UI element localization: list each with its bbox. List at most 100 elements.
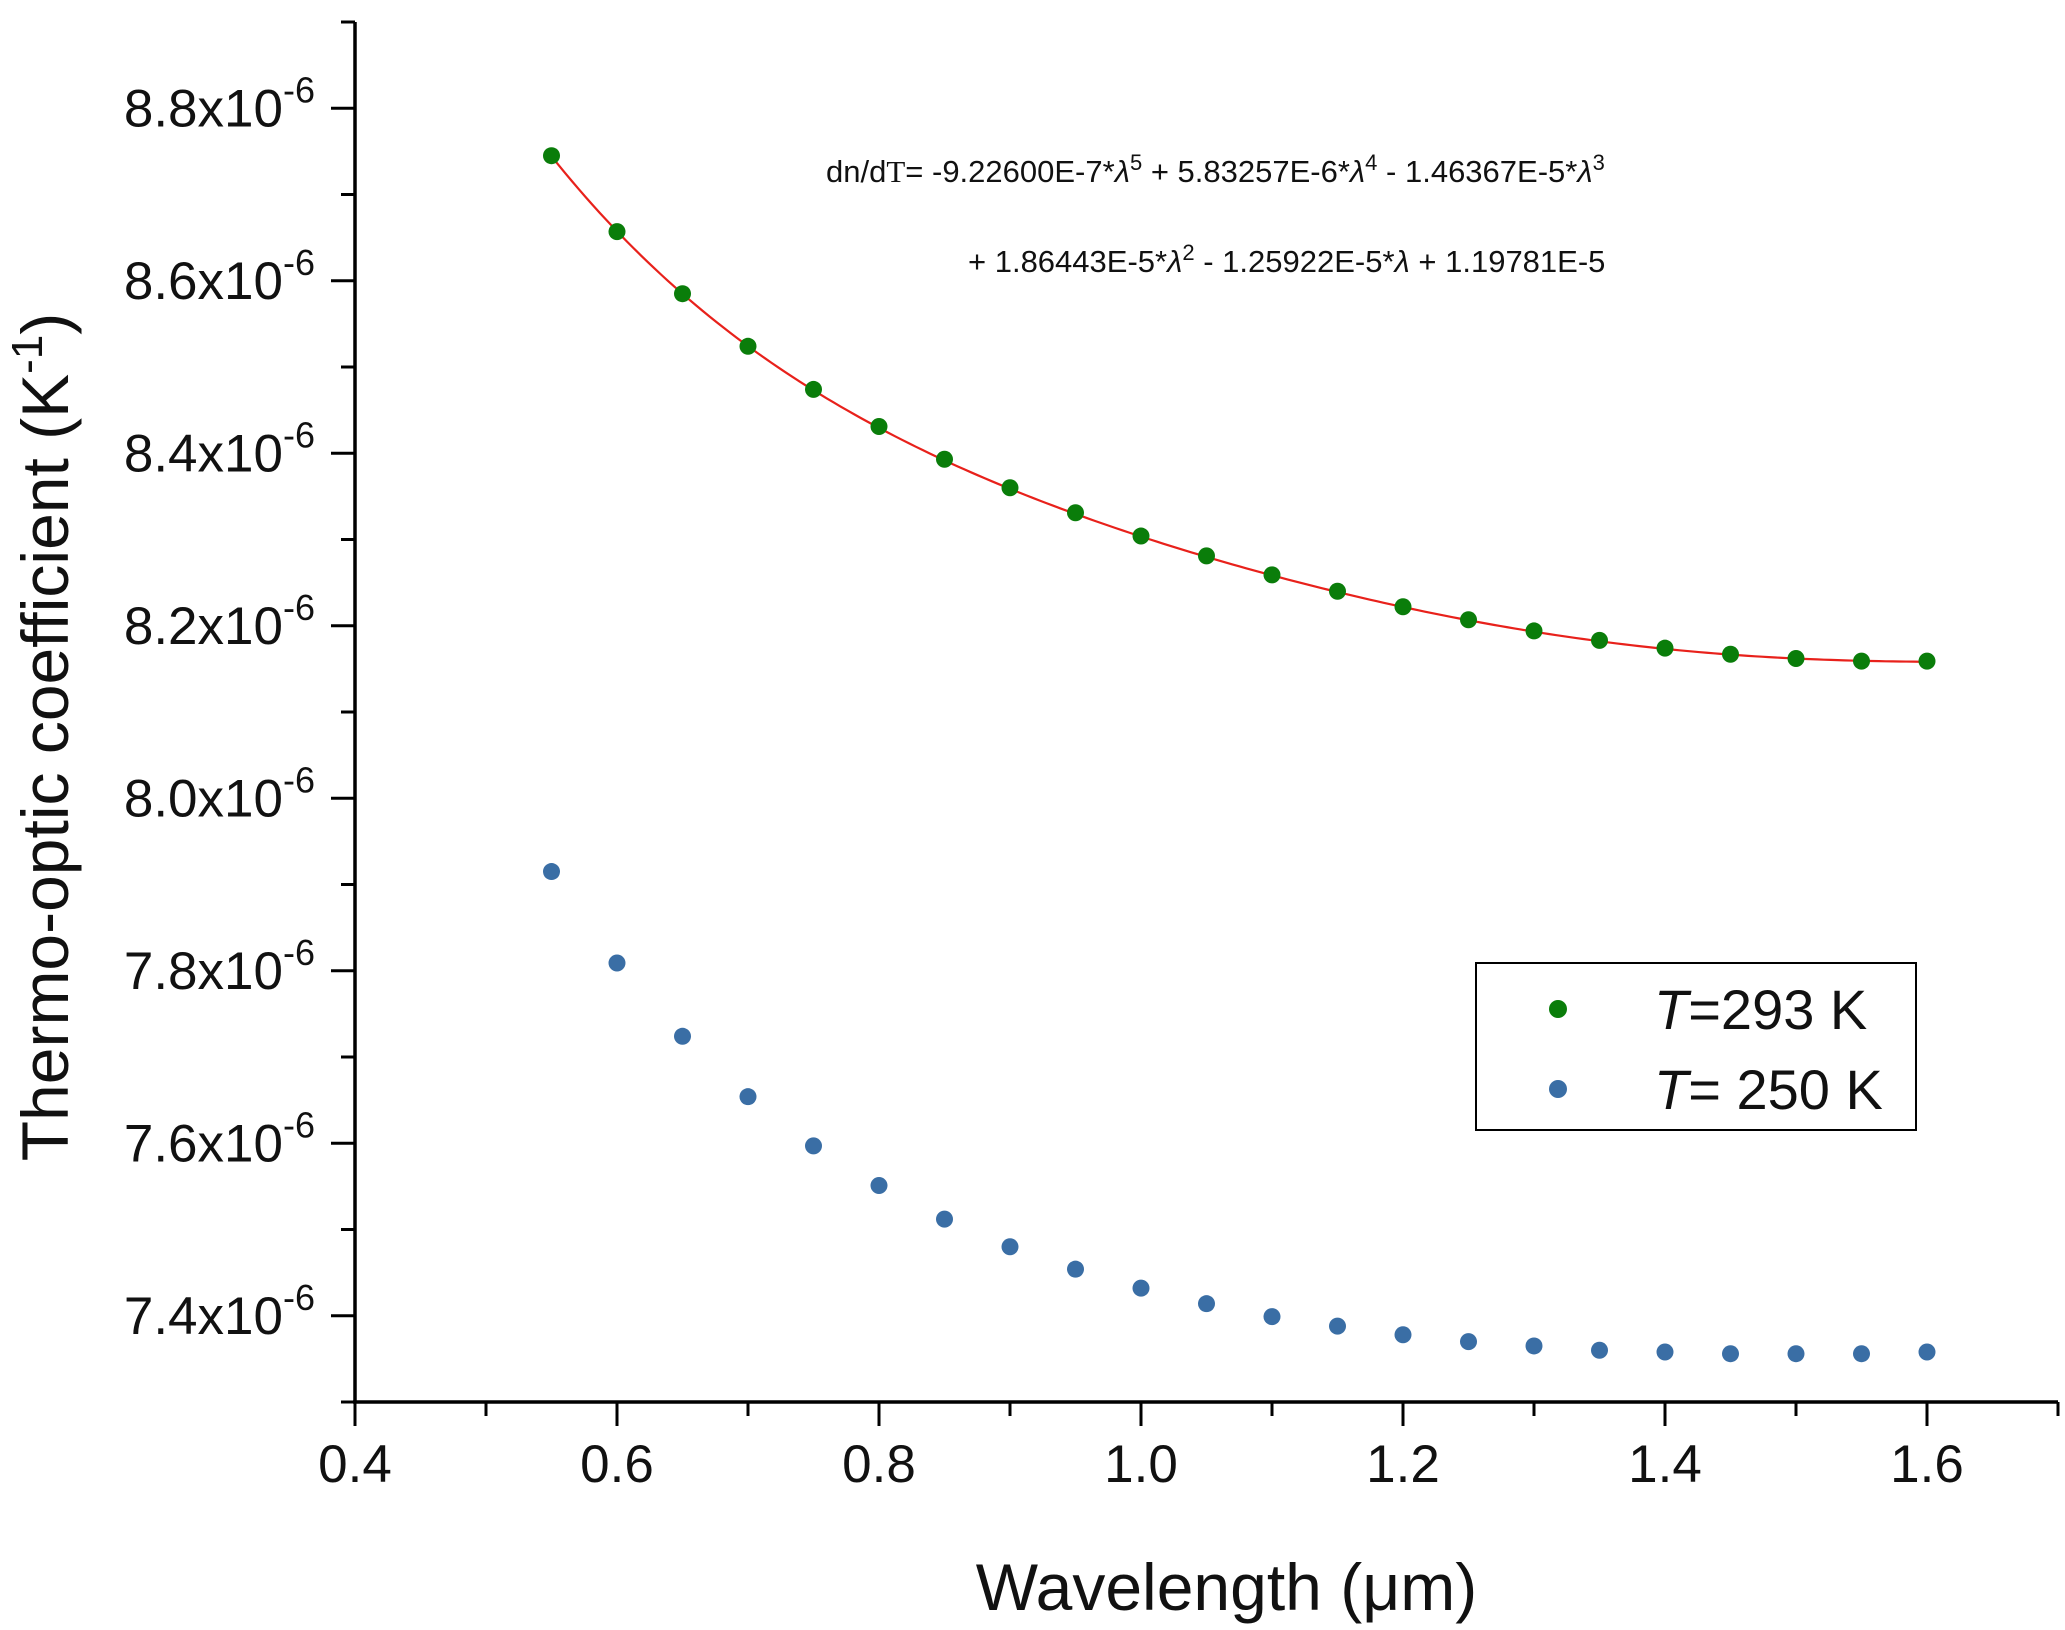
x-axis-title: Wavelength (μm): [976, 1550, 1477, 1624]
data-point-series-2: [674, 1027, 691, 1045]
y-tick-mantissa: 7.6x10: [124, 1114, 283, 1173]
y-tick-label: 8.8x10-6: [124, 69, 315, 138]
fit-equation-line-2: + 1.86443E-5*λ2 - 1.25922E-5*λ + 1.19781…: [968, 240, 1605, 279]
legend-label-series-1: T=293 K: [1654, 978, 1867, 1041]
y-tick-exponent: -6: [283, 69, 315, 110]
data-point-series-2: [739, 1088, 757, 1106]
data-point-series-2: [543, 863, 560, 881]
data-point-series-1: [1132, 527, 1150, 545]
legend-marker-series-1: [1549, 1000, 1567, 1018]
y-tick-mantissa: 8.0x10: [124, 769, 283, 828]
equation-exponent: 3: [1593, 150, 1605, 175]
data-point-series-1: [1525, 622, 1543, 640]
legend-italic-t: T: [1654, 978, 1692, 1041]
y-tick-exponent: -6: [283, 587, 315, 628]
data-point-series-2: [870, 1177, 888, 1195]
data-point-series-1: [543, 147, 560, 165]
data-point-series-1: [1591, 631, 1608, 649]
data-point-series-1: [870, 418, 888, 436]
data-point-series-1: [1853, 652, 1870, 670]
y-axis-title: Thermo-optic coefficient (K-1): [3, 313, 82, 1162]
equation-exponent: 5: [1130, 150, 1142, 175]
equation-term: = -9.22600E-7*: [905, 154, 1114, 189]
y-tick-mantissa: 8.2x10: [124, 597, 283, 656]
y-tick-label: 7.8x10-6: [124, 932, 315, 1001]
data-point-series-2: [1460, 1333, 1477, 1351]
data-point-series-1: [1918, 652, 1936, 670]
data-point-series-2: [1656, 1343, 1674, 1361]
data-point-series-2: [1853, 1345, 1870, 1363]
data-point-series-1: [1656, 639, 1674, 657]
legend: T=293 KT= 250 K: [1475, 962, 1917, 1131]
data-point-series-1: [1001, 479, 1019, 497]
y-axis-title-superscript: -1: [3, 335, 52, 374]
legend-label-rest: =293 K: [1688, 978, 1867, 1041]
equation-term: - 1.46367E-5*: [1377, 154, 1577, 189]
axes-group: [331, 20, 2060, 1426]
equation-term: λ: [1113, 154, 1130, 189]
y-tick-label: 8.0x10-6: [124, 759, 315, 828]
y-tick-exponent: -6: [283, 1104, 315, 1145]
fit-curve: [550, 155, 1928, 663]
y-tick-label: 8.4x10-6: [124, 414, 315, 483]
x-tick-label: 1.2: [1366, 1435, 1440, 1494]
y-tick-exponent: -6: [283, 759, 315, 800]
y-tick-label: 8.6x10-6: [124, 242, 315, 311]
y-tick-mantissa: 7.4x10: [124, 1287, 283, 1346]
legend-box: [1475, 962, 1917, 1131]
data-point-series-1: [674, 285, 691, 303]
data-point-series-2: [1001, 1238, 1019, 1256]
y-tick-mantissa: 8.8x10: [124, 79, 283, 138]
data-point-series-1: [1394, 598, 1412, 616]
data-point-series-2: [608, 954, 626, 972]
y-axis-title-tail: ): [8, 313, 82, 335]
data-point-series-2: [1132, 1279, 1150, 1297]
legend-italic-t: T: [1654, 1058, 1692, 1121]
data-point-series-1: [739, 337, 757, 355]
data-point-series-1: [805, 380, 822, 398]
equation-exponent: 4: [1365, 150, 1377, 175]
data-point-series-2: [1067, 1260, 1084, 1278]
fit-curve-group: [550, 155, 1928, 663]
x-tick-label: 0.8: [842, 1435, 916, 1494]
x-tick-label: 1.6: [1890, 1435, 1964, 1494]
x-tick-label: 0.6: [580, 1435, 654, 1494]
y-tick-mantissa: 7.8x10: [124, 942, 283, 1001]
equation-term: + 1.86443E-5*: [968, 244, 1167, 279]
equation-term: λ: [1575, 154, 1592, 189]
data-point-series-2: [1787, 1345, 1805, 1363]
data-point-series-1: [1460, 611, 1477, 629]
equation-term: + 5.83257E-6*: [1142, 154, 1350, 189]
data-point-series-2: [1329, 1317, 1346, 1335]
x-tick-label: 1.0: [1104, 1435, 1178, 1494]
data-point-series-2: [1918, 1343, 1936, 1361]
equation-term: + 1.19781E-5: [1410, 244, 1606, 279]
fit-equation-group: dn/dT= -9.22600E-7*λ5 + 5.83257E-6*λ4 - …: [826, 150, 1605, 279]
legend-marker-series-2: [1549, 1080, 1567, 1098]
data-points-group: [543, 147, 1936, 1363]
data-point-series-1: [1722, 645, 1739, 663]
equation-term: λ: [1393, 244, 1410, 279]
data-point-series-2: [1394, 1326, 1412, 1344]
equation-term: T: [886, 154, 905, 189]
y-tick-exponent: -6: [283, 1277, 315, 1318]
y-tick-mantissa: 8.4x10: [124, 424, 283, 483]
data-point-series-1: [1263, 566, 1281, 584]
data-point-series-2: [1722, 1345, 1739, 1363]
axis-titles-group: Wavelength (μm) Thermo-optic coefficient …: [3, 313, 1477, 1624]
x-tick-label: 1.4: [1628, 1435, 1702, 1494]
y-tick-exponent: -6: [283, 414, 315, 455]
y-tick-exponent: -6: [283, 932, 315, 973]
y-axis-title-main: Thermo-optic coefficient (K: [8, 374, 82, 1161]
y-tick-exponent: -6: [283, 242, 315, 283]
x-tick-label: 0.4: [318, 1435, 392, 1494]
equation-exponent: 2: [1182, 240, 1194, 265]
y-tick-label: 7.6x10-6: [124, 1104, 315, 1173]
data-point-series-1: [1329, 582, 1346, 600]
data-point-series-1: [1787, 650, 1805, 668]
data-point-series-1: [1198, 547, 1215, 565]
y-tick-label: 8.2x10-6: [124, 587, 315, 656]
equation-term: dn/d: [826, 154, 886, 189]
